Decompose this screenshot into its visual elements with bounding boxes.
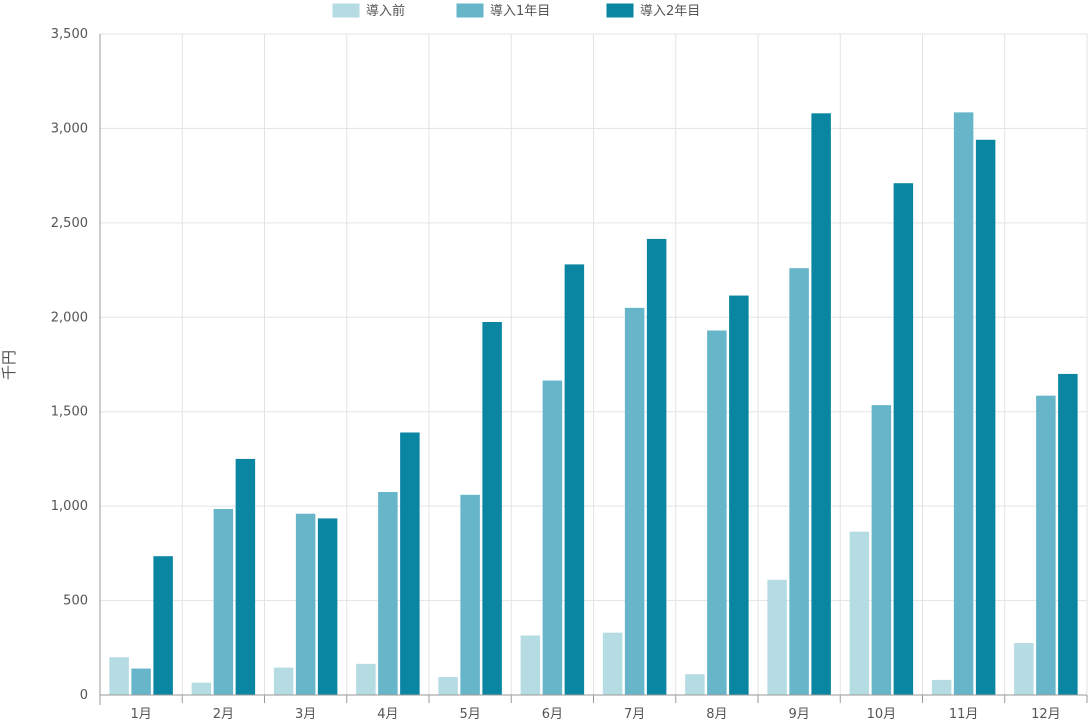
legend-label: 導入1年目 [490,4,550,19]
x-tick-label: 2月 [213,707,234,722]
bar [811,113,831,695]
bar [1036,395,1056,695]
legend-swatch [605,2,635,19]
bar [438,677,458,695]
y-tick-label: 3,000 [51,121,88,136]
bar [235,458,256,695]
bar [482,322,502,695]
bar [460,494,480,695]
bar [378,491,398,695]
x-tick-label: 9月 [788,707,809,722]
x-tick-label: 11月 [949,707,979,722]
bar [317,518,338,695]
x-tick-label: 1月 [130,707,151,722]
bar [109,657,129,695]
bar [356,663,376,695]
axes: 0 500 1,000 1,500 2,000 2,500 3,000 3,500 1月 2月 3月… [51,27,1088,722]
bar [685,674,705,695]
bar [729,295,749,695]
bar [602,632,623,695]
bar [975,139,996,695]
bar [131,668,151,695]
x-tick-label: 3月 [295,707,316,722]
bar [1014,643,1034,695]
x-tick-label: 10月 [867,707,897,722]
bars [109,112,1078,695]
y-tick-label: 1,500 [51,405,88,420]
y-tick-label: 500 [63,594,88,609]
bar [931,679,952,695]
legend-swatch [455,2,485,19]
bar [273,667,294,695]
bar [849,531,870,695]
bar [871,405,892,695]
bar [624,307,645,695]
bar [767,579,787,695]
x-tick-label: 12月 [1031,707,1061,722]
bar [213,508,234,695]
x-tick-label: 5月 [459,707,480,722]
legend-swatch [331,2,361,19]
grid-lines [99,33,1088,696]
bar [789,268,809,695]
y-axis-label: 千円 [0,350,18,380]
bar [191,682,212,695]
y-tick-label: 3,500 [51,27,88,42]
y-tick-label: 2,500 [51,216,88,231]
bar [1058,373,1078,695]
x-tick-label: 7月 [624,707,645,722]
y-tick-label: 0 [80,688,88,703]
bar [564,264,585,695]
y-tick-label: 2,000 [51,310,88,325]
legend-label: 導入2年目 [640,4,700,19]
bar [400,432,420,695]
legend-label: 導入前 [366,3,405,19]
x-tick-label: 8月 [706,707,727,722]
bar [295,513,316,695]
bar [520,635,541,695]
bar [153,556,173,695]
bar [953,112,974,695]
y-tick-label: 1,000 [51,499,88,514]
bar [646,238,667,695]
legend: 導入前 導入1年目 導入2年目 [331,2,700,19]
bar [542,380,563,695]
x-tick-label: 4月 [377,707,398,722]
bar [707,330,727,695]
bar [893,183,914,695]
x-tick-label: 6月 [542,707,563,722]
